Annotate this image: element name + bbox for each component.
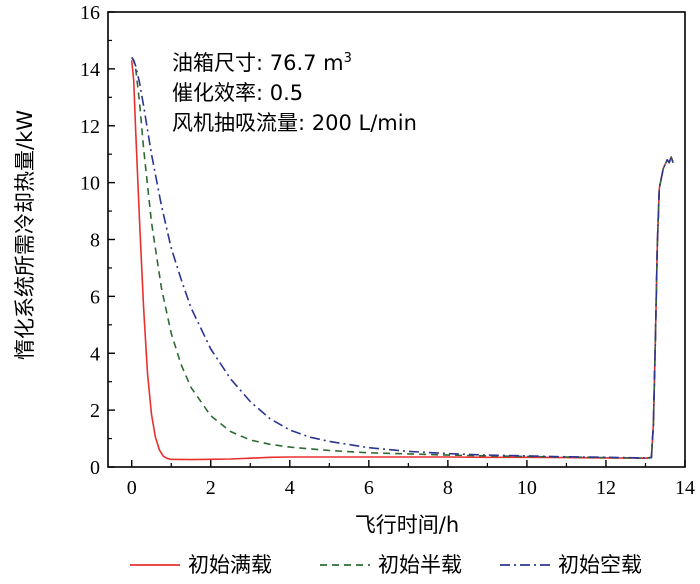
legend-item-2: 初始半载 — [320, 553, 462, 577]
x-tick-label: 6 — [364, 477, 374, 499]
x-axis-title: 飞行时间/h — [355, 513, 459, 537]
axis-ticks: 0 2 4 6 8 10 12 14 0 2 4 6 8 10 12 14 16 — [80, 2, 695, 499]
annotation-superscript: 3 — [344, 51, 352, 66]
x-tick-label: 12 — [596, 477, 616, 499]
x-tick-label: 8 — [443, 477, 453, 499]
legend-label: 初始半载 — [378, 553, 462, 577]
annotation-line-1: 油箱尺寸: 76.7 m3 — [172, 51, 352, 75]
y-tick-label: 16 — [80, 2, 100, 24]
y-tick-label: 4 — [90, 343, 100, 365]
y-tick-label: 8 — [90, 230, 100, 252]
legend-item-1: 初始满载 — [130, 553, 272, 577]
legend-item-3: 初始空载 — [500, 553, 642, 577]
y-axis-title: 惰化系统所需冷却热量/kW — [13, 110, 37, 360]
x-tick-label: 2 — [206, 477, 216, 499]
x-tick-label: 0 — [127, 477, 137, 499]
x-tick-label: 14 — [675, 477, 695, 499]
y-tick-label: 2 — [90, 400, 100, 422]
y-tick-label: 0 — [90, 457, 100, 479]
annotation-line-3: 风机抽吸流量: 200 L/min — [172, 111, 417, 135]
y-tick-label: 10 — [80, 173, 100, 195]
annotation-block: 油箱尺寸: 76.7 m3 催化效率: 0.5 风机抽吸流量: 200 L/min — [172, 51, 417, 135]
y-tick-label: 12 — [80, 116, 100, 138]
legend-label: 初始空载 — [558, 553, 642, 577]
legend: 初始满载 初始半载 初始空载 — [130, 553, 642, 577]
x-tick-label: 4 — [285, 477, 295, 499]
series-line-3 — [131, 57, 674, 459]
y-tick-label: 14 — [80, 59, 100, 81]
legend-label: 初始满载 — [188, 553, 272, 577]
plot-frame — [107, 11, 686, 468]
y-tick-label: 6 — [90, 286, 100, 308]
annotation-line-2: 催化效率: 0.5 — [172, 81, 303, 105]
x-tick-label: 10 — [517, 477, 537, 499]
series-lines — [130, 57, 674, 461]
